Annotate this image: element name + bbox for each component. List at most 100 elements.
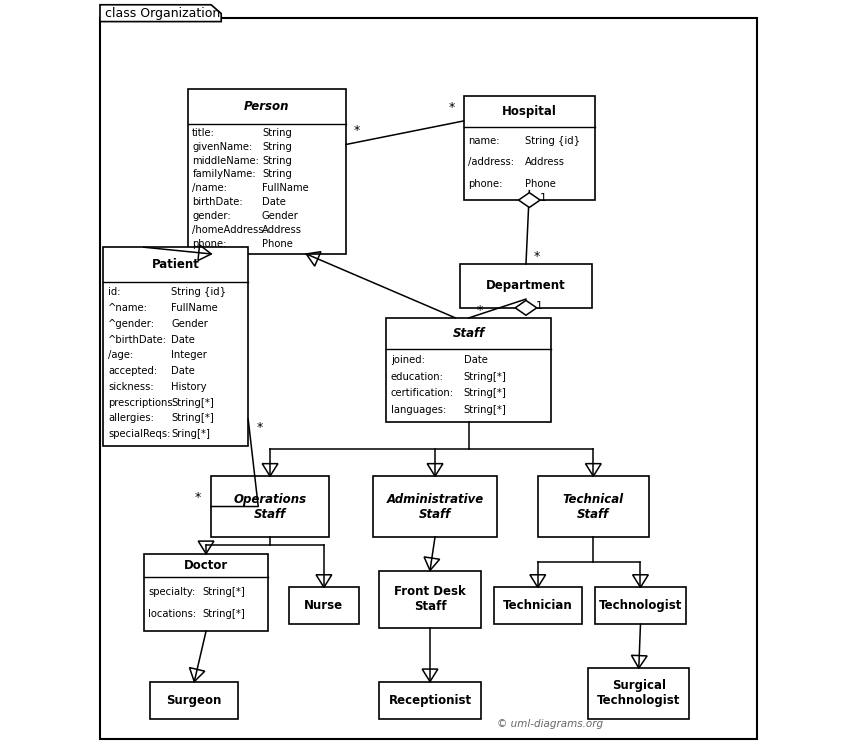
Text: © uml-diagrams.org: © uml-diagrams.org xyxy=(497,719,604,729)
Text: String[*]: String[*] xyxy=(171,397,214,408)
Text: Person: Person xyxy=(244,100,290,113)
Text: String[*]: String[*] xyxy=(171,413,214,424)
Text: specialty:: specialty: xyxy=(149,586,196,597)
Text: History: History xyxy=(171,382,207,392)
Text: Department: Department xyxy=(486,279,566,292)
Bar xyxy=(379,571,481,627)
Text: sickness:: sickness: xyxy=(108,382,154,392)
Text: Date: Date xyxy=(262,197,286,207)
Text: String[*]: String[*] xyxy=(202,586,245,597)
Bar xyxy=(464,96,595,200)
Text: Date: Date xyxy=(464,355,488,365)
Bar xyxy=(386,318,551,422)
Text: /homeAddress:: /homeAddress: xyxy=(193,225,267,235)
Text: *: * xyxy=(449,101,455,114)
Text: locations:: locations: xyxy=(149,609,197,619)
Text: *: * xyxy=(476,304,483,317)
Text: String: String xyxy=(262,128,292,138)
Text: joined:: joined: xyxy=(391,355,425,365)
Text: Gender: Gender xyxy=(171,319,208,329)
Text: String: String xyxy=(262,170,292,179)
Text: gender:: gender: xyxy=(193,211,230,221)
Text: FullName: FullName xyxy=(262,183,309,193)
Text: Technician: Technician xyxy=(503,599,573,613)
Text: Surgical
Technologist: Surgical Technologist xyxy=(597,680,680,707)
Text: name:: name: xyxy=(469,136,500,146)
Text: *: * xyxy=(354,125,360,137)
Bar xyxy=(588,668,690,719)
Polygon shape xyxy=(100,4,221,22)
Text: Surgeon: Surgeon xyxy=(167,694,222,707)
Bar xyxy=(103,247,249,446)
Text: Hospital: Hospital xyxy=(502,105,556,118)
Text: Staff: Staff xyxy=(452,327,485,340)
Text: /address:: /address: xyxy=(469,158,514,167)
Text: 1: 1 xyxy=(540,193,547,203)
Bar xyxy=(372,476,497,537)
Text: Doctor: Doctor xyxy=(184,559,228,571)
Text: /name:: /name: xyxy=(193,183,227,193)
Text: Operations
Staff: Operations Staff xyxy=(233,492,307,521)
Bar xyxy=(494,587,581,624)
Bar xyxy=(211,476,329,537)
Polygon shape xyxy=(519,193,540,208)
Text: givenName:: givenName: xyxy=(193,142,253,152)
Text: String {id}: String {id} xyxy=(171,288,226,297)
Text: specialReqs:: specialReqs: xyxy=(108,429,170,439)
Text: *: * xyxy=(534,250,540,263)
Text: Technical
Staff: Technical Staff xyxy=(562,492,624,521)
Text: id:: id: xyxy=(108,288,120,297)
Text: Administrative
Staff: Administrative Staff xyxy=(386,492,483,521)
Text: /age:: /age: xyxy=(108,350,133,360)
Text: *: * xyxy=(256,421,262,434)
Text: education:: education: xyxy=(391,372,444,382)
Text: 1: 1 xyxy=(536,301,543,311)
Text: middleName:: middleName: xyxy=(193,155,259,166)
Bar xyxy=(187,89,346,254)
Bar xyxy=(144,554,268,631)
Text: Phone: Phone xyxy=(525,179,556,189)
Text: Address: Address xyxy=(262,225,302,235)
Text: Patient: Patient xyxy=(152,258,200,271)
Text: String: String xyxy=(262,142,292,152)
Text: ^gender:: ^gender: xyxy=(108,319,155,329)
Polygon shape xyxy=(515,300,537,315)
Text: String[*]: String[*] xyxy=(202,609,245,619)
Text: ^name:: ^name: xyxy=(108,303,148,313)
Text: phone:: phone: xyxy=(469,179,503,189)
Text: FullName: FullName xyxy=(171,303,218,313)
Text: Phone: Phone xyxy=(262,238,292,249)
Bar xyxy=(379,681,481,719)
Text: Technologist: Technologist xyxy=(599,599,682,613)
Text: Address: Address xyxy=(525,158,565,167)
Bar xyxy=(460,264,592,308)
Text: Receptionist: Receptionist xyxy=(389,694,471,707)
Text: String: String xyxy=(262,155,292,166)
Text: String[*]: String[*] xyxy=(464,405,507,415)
Text: birthDate:: birthDate: xyxy=(193,197,243,207)
Text: String {id}: String {id} xyxy=(525,136,581,146)
Text: Integer: Integer xyxy=(171,350,207,360)
Text: Front Desk
Staff: Front Desk Staff xyxy=(394,585,466,613)
Bar xyxy=(289,587,359,624)
Text: Nurse: Nurse xyxy=(304,599,343,613)
Bar xyxy=(538,476,649,537)
Text: familyName:: familyName: xyxy=(193,170,256,179)
Bar xyxy=(150,681,238,719)
Text: class Organization: class Organization xyxy=(106,7,221,20)
Text: String[*]: String[*] xyxy=(464,372,507,382)
Text: prescriptions:: prescriptions: xyxy=(108,397,176,408)
Text: certification:: certification: xyxy=(391,388,454,398)
Text: String[*]: String[*] xyxy=(464,388,507,398)
Text: languages:: languages: xyxy=(391,405,446,415)
Text: ^birthDate:: ^birthDate: xyxy=(108,335,167,344)
Text: allergies:: allergies: xyxy=(108,413,154,424)
Text: title:: title: xyxy=(193,128,215,138)
Text: Gender: Gender xyxy=(262,211,298,221)
Text: accepted:: accepted: xyxy=(108,366,157,376)
Text: phone:: phone: xyxy=(193,238,227,249)
Text: Date: Date xyxy=(171,335,195,344)
Text: Sring[*]: Sring[*] xyxy=(171,429,211,439)
Text: *: * xyxy=(194,491,200,504)
Text: Date: Date xyxy=(171,366,195,376)
